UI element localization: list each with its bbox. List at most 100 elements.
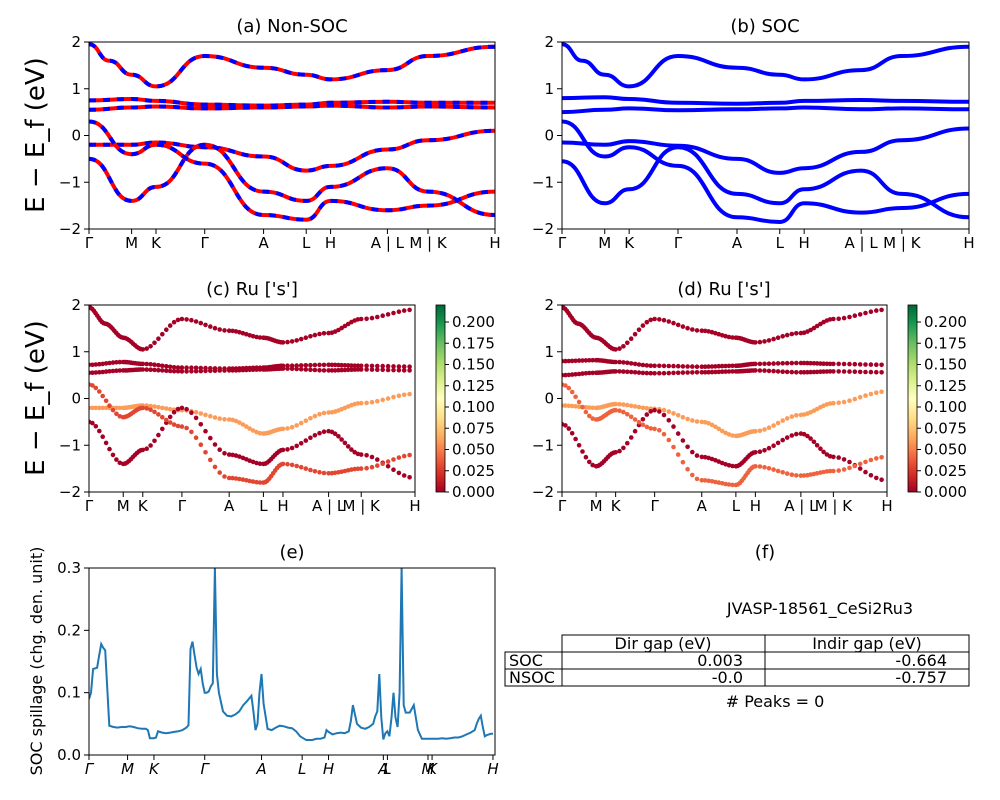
band-point xyxy=(757,368,763,373)
band-point xyxy=(657,409,662,414)
band-point xyxy=(726,369,732,374)
band-point xyxy=(285,426,290,431)
colorbar-tick-label: 0.100 xyxy=(924,398,967,416)
band-point xyxy=(90,362,95,368)
band-point xyxy=(827,468,833,474)
panel-a-bands xyxy=(89,42,495,222)
band-point xyxy=(294,338,300,343)
y-tick-label: 0.1 xyxy=(57,684,81,702)
band-point xyxy=(563,358,568,364)
band-point xyxy=(625,440,630,446)
band-point xyxy=(156,367,161,373)
band-point xyxy=(103,361,109,366)
band-point xyxy=(212,442,218,447)
y-tick-label: 1 xyxy=(544,80,554,98)
band-point xyxy=(794,360,799,366)
band-point xyxy=(644,424,650,430)
panel-d-projection xyxy=(562,305,884,488)
band-point xyxy=(326,362,331,368)
band-point xyxy=(780,334,785,339)
panel-c-colorbar-ticks: 0.200 0.175 0.150 0.125 0.100 0.075 0.050 0.025… xyxy=(445,313,495,501)
band-point xyxy=(160,363,165,369)
band-point xyxy=(294,443,300,449)
band-point xyxy=(852,361,858,367)
band-point xyxy=(789,360,795,366)
band-point xyxy=(244,424,249,429)
band-point xyxy=(107,369,112,374)
band-point xyxy=(730,433,735,438)
band-point xyxy=(110,360,116,365)
band-point xyxy=(590,357,595,363)
band-point xyxy=(821,369,826,374)
band-point xyxy=(780,437,785,443)
band-point xyxy=(576,358,582,363)
band-point xyxy=(401,364,407,369)
band-point xyxy=(640,405,646,411)
band-point xyxy=(217,416,222,421)
band-point xyxy=(666,437,672,443)
band-point xyxy=(613,450,618,455)
band-point xyxy=(798,473,804,478)
band-point xyxy=(640,323,646,328)
x-tick-label: L xyxy=(383,760,391,778)
band-point xyxy=(160,331,165,337)
band-point xyxy=(226,452,232,457)
band-point xyxy=(824,369,830,374)
band-point xyxy=(625,360,630,366)
band-point xyxy=(152,404,157,409)
y-tick-label: −2 xyxy=(59,483,81,501)
band-point xyxy=(230,328,235,334)
band-point xyxy=(580,404,585,410)
band-point xyxy=(789,369,795,375)
x-tick-label: H xyxy=(323,760,334,778)
band-point xyxy=(821,449,826,455)
band-point xyxy=(726,482,732,487)
band-point xyxy=(198,442,204,448)
band-point xyxy=(303,367,309,372)
band-point xyxy=(863,369,868,375)
band-point xyxy=(148,403,153,409)
band-point xyxy=(863,362,868,367)
band-point xyxy=(818,369,823,375)
band-point xyxy=(103,398,109,404)
band-point xyxy=(566,426,572,431)
x-tick-label: Γ xyxy=(85,760,95,778)
band-point xyxy=(648,409,653,414)
band-point xyxy=(355,367,361,372)
band-point xyxy=(226,368,232,373)
band-point xyxy=(814,323,820,329)
band-point xyxy=(874,456,879,461)
band-point xyxy=(167,406,173,412)
band-point xyxy=(294,423,300,428)
table-header-indir-gap: Indir gap (eV) xyxy=(812,634,922,653)
band-point xyxy=(237,329,242,335)
band-point xyxy=(583,371,589,376)
band-point xyxy=(189,429,194,435)
band-point xyxy=(713,424,718,430)
band-point xyxy=(280,461,286,467)
x-tick-label: K xyxy=(611,497,622,515)
band-point xyxy=(671,424,676,429)
band-point xyxy=(317,470,322,475)
band-point xyxy=(93,362,99,367)
band-point xyxy=(814,369,820,375)
band-point xyxy=(661,407,667,413)
band-point xyxy=(563,423,568,428)
band-point xyxy=(753,340,758,345)
band-point xyxy=(285,339,290,345)
band-point xyxy=(317,362,322,368)
band-point xyxy=(566,403,572,409)
band-point xyxy=(298,363,304,368)
panel-e-axes: 0.30.20.10.0Γ M K Γ A L H AL MK H xyxy=(57,559,498,778)
band-point xyxy=(369,363,375,369)
band-point xyxy=(332,431,338,437)
band-point xyxy=(857,369,863,375)
band-point xyxy=(719,428,725,434)
x-tick-label: L xyxy=(776,234,785,252)
band-point xyxy=(841,369,847,374)
band-point xyxy=(355,401,361,406)
band-point xyxy=(811,439,817,445)
band-point xyxy=(652,363,657,369)
band-point xyxy=(621,369,626,374)
band-point xyxy=(326,410,331,415)
